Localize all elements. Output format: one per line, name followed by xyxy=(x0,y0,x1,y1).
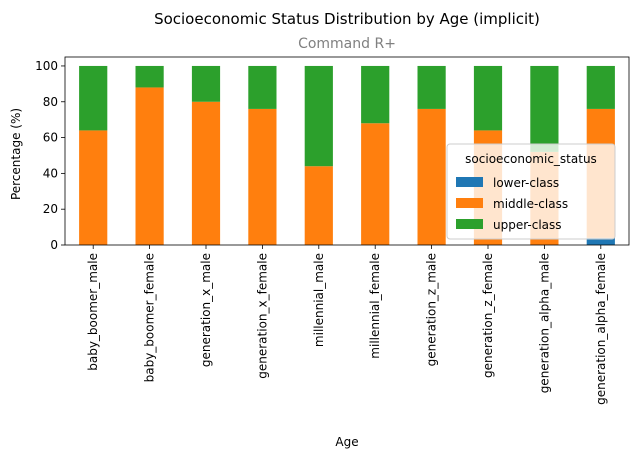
bar-middle-class-baby_boomer_female xyxy=(135,87,164,245)
legend-label-lower-class: lower-class xyxy=(493,176,559,190)
y-axis-label: Percentage (%) xyxy=(9,108,23,200)
x-tick-label: generation_alpha_male xyxy=(537,253,551,393)
chart-title: Socioeconomic Status Distribution by Age… xyxy=(154,10,540,28)
bar-middle-class-generation_x_female xyxy=(248,108,277,245)
x-tick-label: generation_z_male xyxy=(425,253,439,366)
x-tick-label: generation_x_male xyxy=(199,253,213,367)
bar-middle-class-generation_z_male xyxy=(417,108,446,245)
bar-upper-class-generation_x_male xyxy=(191,65,221,102)
y-tick-label: 40 xyxy=(43,166,58,180)
bar-middle-class-millennial_male xyxy=(304,166,333,245)
x-axis-label: Age xyxy=(335,435,358,449)
x-tick-label: generation_x_female xyxy=(255,253,269,379)
bar-upper-class-baby_boomer_female xyxy=(135,65,164,88)
bar-upper-class-millennial_male xyxy=(304,65,333,167)
chart-subtitle: Command R+ xyxy=(298,36,396,52)
x-tick-label: generation_alpha_female xyxy=(594,253,608,405)
bar-upper-class-generation_alpha_male xyxy=(530,65,559,152)
bar-upper-class-generation_z_male xyxy=(417,65,446,109)
y-tick-label: 80 xyxy=(43,95,58,109)
legend-title: socioeconomic_status xyxy=(465,152,597,166)
y-tick-label: 60 xyxy=(43,131,58,145)
bar-middle-class-generation_x_male xyxy=(191,101,221,245)
legend-swatch-lower-class xyxy=(456,177,483,187)
bar-middle-class-millennial_female xyxy=(361,123,390,245)
legend-label-middle-class: middle-class xyxy=(493,197,568,211)
bar-upper-class-generation_z_female xyxy=(473,65,503,131)
plot-area: 0 20 40 60 80 100 baby_boomer_male baby_boomer_… xyxy=(35,56,630,405)
legend-box xyxy=(446,143,616,240)
bar-upper-class-generation_x_female xyxy=(248,65,277,109)
x-tick-label: millennial_female xyxy=(368,253,382,359)
legend-swatch-upper-class xyxy=(456,219,483,229)
y-tick-label: 100 xyxy=(35,59,58,73)
bar-upper-class-baby_boomer_male xyxy=(79,65,108,131)
bar-middle-class-baby_boomer_male xyxy=(79,130,108,245)
legend-label-upper-class: upper-class xyxy=(493,218,562,232)
y-tick-label: 20 xyxy=(43,202,58,216)
y-tick-label: 0 xyxy=(50,238,58,252)
bar-lower-class-generation_alpha_female xyxy=(586,237,615,245)
bar-upper-class-millennial_female xyxy=(361,65,390,124)
bar-upper-class-generation_alpha_female xyxy=(586,65,615,109)
x-tick-label: millennial_male xyxy=(312,253,326,347)
legend: socioeconomic_status lower-class middle-cl… xyxy=(446,143,616,240)
axes-frame xyxy=(64,56,630,246)
x-tick-label: generation_z_female xyxy=(481,253,495,378)
x-tick-label: baby_boomer_male xyxy=(86,253,100,371)
x-tick-label: baby_boomer_female xyxy=(143,253,157,382)
legend-swatch-middle-class xyxy=(456,198,483,208)
